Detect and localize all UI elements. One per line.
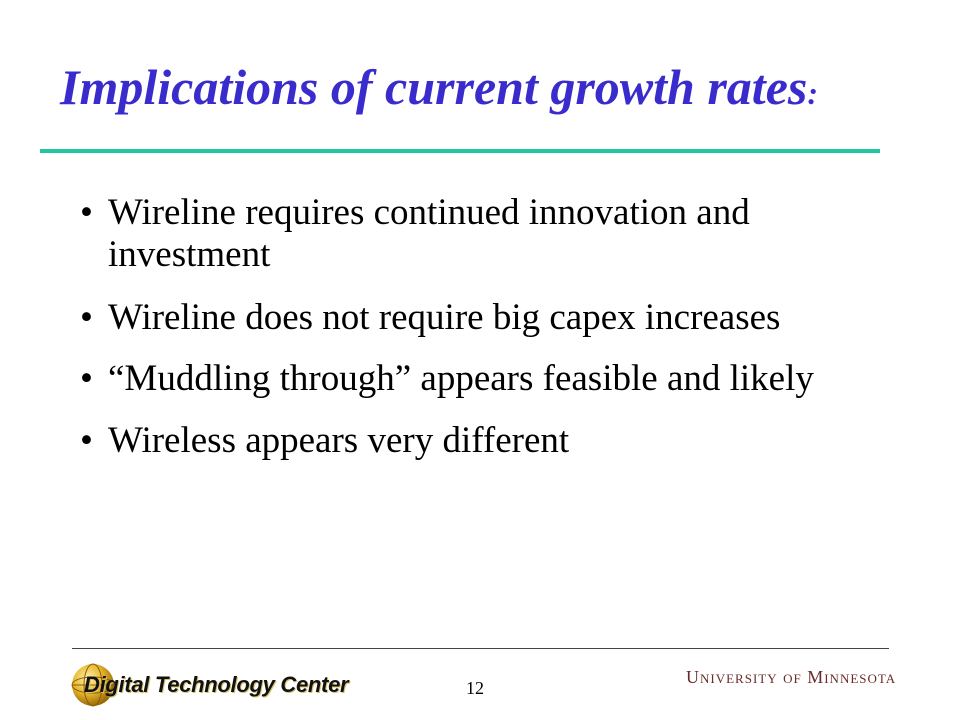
footer-divider xyxy=(72,648,889,649)
bullet-text: “Muddling through” appears feasible and … xyxy=(108,358,814,399)
university-of-minnesota-text: University of Minnesota xyxy=(686,667,897,687)
bullet-item: • Wireline requires continued innovation… xyxy=(80,192,880,276)
slide-title: Implications of current growth rates: xyxy=(60,62,818,112)
digital-technology-center-logo: Digital Technology Center xyxy=(70,662,349,708)
bullet-dot: • xyxy=(80,297,93,338)
bullet-text: Wireless appears very different xyxy=(108,420,570,461)
bullet-item: • “Muddling through” appears feasible an… xyxy=(80,358,880,400)
digital-technology-center-text: Digital Technology Center xyxy=(84,672,349,697)
title-underline xyxy=(40,149,880,153)
bullet-list: • Wireline requires continued innovation… xyxy=(80,192,880,462)
bullet-text: Wireline requires continued innovation a… xyxy=(108,192,750,275)
university-of-minnesota-wordmark: University of Minnesota xyxy=(686,667,896,688)
slide-title-text: Implications of current growth rates xyxy=(60,59,808,115)
bullet-dot: • xyxy=(80,420,93,461)
bullet-item: • Wireline does not require big capex in… xyxy=(80,297,880,339)
bullet-text: Wireline does not require big capex incr… xyxy=(108,297,781,338)
page-number: 12 xyxy=(466,678,484,698)
slide-title-colon: : xyxy=(807,75,818,111)
bullet-dot: • xyxy=(80,192,93,233)
bullet-item: • Wireless appears very different xyxy=(80,420,880,462)
globe-icon xyxy=(71,663,115,707)
bullet-dot: • xyxy=(80,358,93,399)
